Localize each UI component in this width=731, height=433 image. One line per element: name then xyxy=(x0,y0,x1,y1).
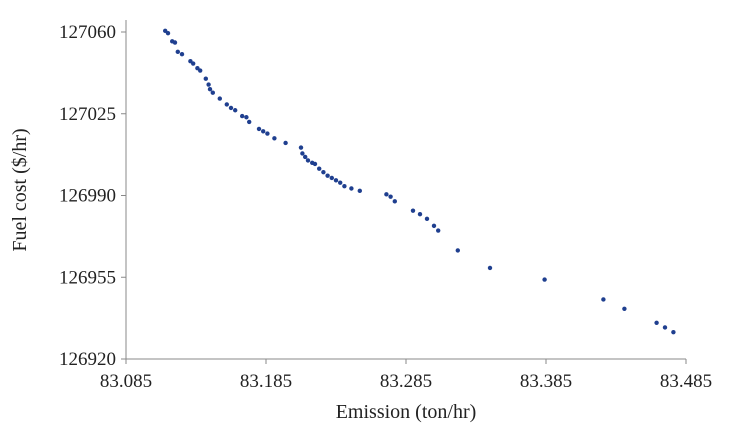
data-point xyxy=(272,136,277,141)
data-point xyxy=(256,126,262,132)
x-axis-title: Emission (ton/hr) xyxy=(336,401,477,423)
data-point xyxy=(487,265,493,271)
data-point xyxy=(298,145,304,150)
axes-frame xyxy=(125,20,686,360)
data-point xyxy=(191,61,196,66)
y-tick-label: 127060 xyxy=(59,22,116,43)
data-point xyxy=(247,119,252,125)
x-tick-label: 83.285 xyxy=(380,371,432,392)
data-point xyxy=(265,131,270,136)
y-tick-label: 126920 xyxy=(59,349,116,370)
data-point xyxy=(417,211,423,217)
data-point xyxy=(424,216,430,222)
data-point xyxy=(228,105,234,111)
data-point xyxy=(542,277,547,282)
data-point xyxy=(175,49,180,55)
x-tick-label: 83.385 xyxy=(520,371,572,392)
data-point xyxy=(329,175,334,181)
data-point xyxy=(172,40,178,45)
data-point xyxy=(410,208,416,213)
data-point xyxy=(217,96,222,101)
data-point xyxy=(198,68,203,73)
data-points xyxy=(163,28,676,335)
data-point xyxy=(349,186,354,191)
x-tick-label: 83.185 xyxy=(240,371,292,392)
data-point xyxy=(240,113,245,119)
x-axis-ticks: 83.085 83.185 83.285 83.385 83.485 xyxy=(100,359,712,392)
data-point xyxy=(312,161,318,167)
data-point xyxy=(321,169,326,175)
data-point xyxy=(261,129,266,134)
data-point xyxy=(601,297,606,302)
data-point xyxy=(179,51,185,57)
x-tick-label: 83.485 xyxy=(660,371,712,392)
data-point xyxy=(244,115,249,120)
data-point xyxy=(342,183,347,189)
data-point xyxy=(338,180,343,185)
data-point xyxy=(455,248,460,253)
data-point xyxy=(357,188,362,194)
data-point xyxy=(206,82,211,87)
data-point xyxy=(305,158,311,163)
data-point xyxy=(224,102,229,107)
data-point xyxy=(333,178,339,183)
data-point xyxy=(392,199,397,204)
y-tick-label: 126955 xyxy=(59,267,116,288)
data-point xyxy=(671,329,676,335)
y-axis-title: Fuel cost ($/hr) xyxy=(9,128,31,251)
data-point xyxy=(210,90,215,95)
data-point xyxy=(203,76,208,81)
data-point xyxy=(388,194,393,199)
data-point xyxy=(300,151,305,156)
data-point xyxy=(654,320,659,325)
data-point xyxy=(622,306,627,311)
y-tick-label: 126990 xyxy=(59,186,116,207)
data-point xyxy=(207,87,213,92)
data-point xyxy=(662,325,668,330)
data-point xyxy=(233,108,238,113)
data-point xyxy=(303,154,308,160)
data-point xyxy=(165,30,171,36)
data-point xyxy=(317,166,322,171)
data-point xyxy=(431,223,437,229)
y-axis-ticks: 127060 127025 126990 126955 126920 xyxy=(59,22,126,370)
data-point xyxy=(384,192,389,197)
x-tick-label: 83.085 xyxy=(100,371,152,392)
data-point xyxy=(436,228,441,233)
y-tick-label: 127025 xyxy=(59,104,116,125)
data-point xyxy=(283,140,288,146)
data-point xyxy=(325,173,330,178)
